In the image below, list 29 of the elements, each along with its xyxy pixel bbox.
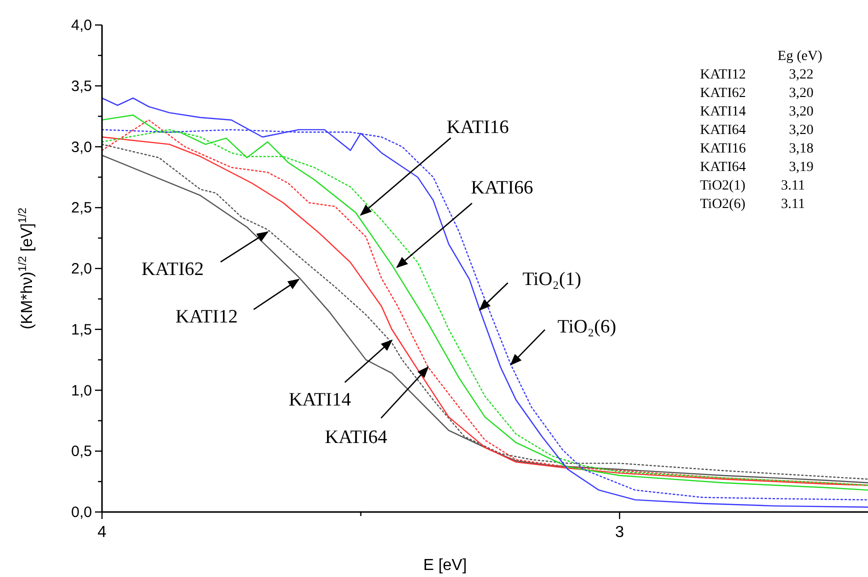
x-tick-label: 3 [615,524,624,541]
annotation: KATI16 [446,116,509,138]
x-axis-title: E [eV] [423,557,467,574]
annotation: KATI66 [470,177,534,198]
text: TiO2(6) 3.11 [700,197,805,212]
y-tick-label: 3,0 [71,138,92,156]
text: KATI64 3,20 [700,123,814,138]
annotation: Eg (eV) [778,49,823,64]
text: KATI14 3,20 [700,104,814,120]
text: KATI62 3,20 [700,86,814,101]
annotation: TiO₂(6) [558,316,616,338]
annotation: KATI12 [176,306,238,328]
y-tick-label: 1,0 [71,382,92,400]
y-tick-label: 2,5 [71,200,92,217]
x-tick-label: 4 [98,524,107,541]
text: TiO2(1) 3.11 [700,178,805,194]
y-tick-label: 3,5 [71,78,92,95]
annotation: KATI64 [324,427,388,448]
text: KATI64 3,19 [700,160,814,175]
y-tick-label: 2,0 [71,260,92,278]
text: KATI12 3,22 [700,68,814,82]
annotation: KATI14 [288,389,352,410]
text: KATI16 3,18 [700,142,814,156]
y-tick-label: 0,5 [71,443,92,460]
y-tick-label: 4,0 [71,17,92,34]
annotation: KATI62 [141,258,204,280]
annotation: TiO₂(1) [522,268,582,290]
y-tick-label: 0,0 [71,504,92,521]
y-tick-label: 1,5 [71,321,92,338]
